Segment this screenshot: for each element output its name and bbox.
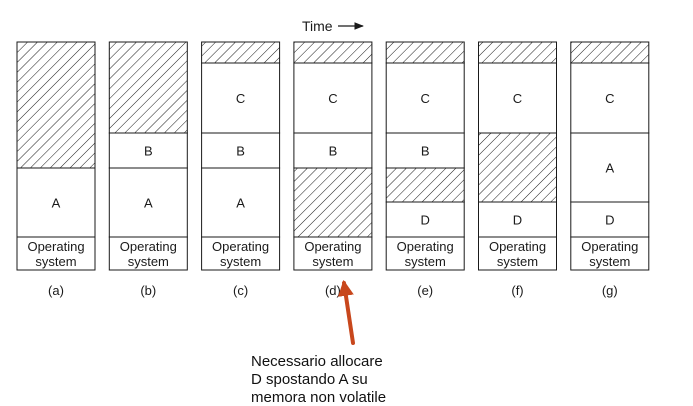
column-caption: (d) xyxy=(325,283,341,298)
os-label-line: system xyxy=(312,254,353,269)
free-hole xyxy=(293,167,373,238)
process-block xyxy=(385,62,465,134)
os-label-line: system xyxy=(220,254,261,269)
os-block xyxy=(201,236,281,271)
process-block xyxy=(385,201,465,238)
annotation-line-2: D spostando A su xyxy=(251,371,368,388)
process-label: A xyxy=(144,196,153,211)
os-label-line: Operating xyxy=(489,239,546,254)
process-label: C xyxy=(421,91,430,106)
column-caption: (b) xyxy=(140,283,156,298)
free-hole xyxy=(108,41,188,134)
os-label-line: system xyxy=(35,254,76,269)
column-caption: (g) xyxy=(602,283,618,298)
free-hole xyxy=(201,41,281,64)
free-hole xyxy=(385,41,465,64)
process-label: C xyxy=(605,91,614,106)
process-label: B xyxy=(144,144,153,159)
annotation-line-3: memora non volatile xyxy=(251,389,386,406)
column-caption: (a) xyxy=(48,283,64,298)
process-label: B xyxy=(421,144,430,159)
column-caption: (c) xyxy=(233,283,248,298)
os-block xyxy=(570,236,650,271)
column-caption: (e) xyxy=(417,283,433,298)
process-block xyxy=(293,132,373,169)
process-label: B xyxy=(329,144,338,159)
process-block xyxy=(570,201,650,238)
annotation-line-1: Necessario allocare xyxy=(251,353,383,370)
column-caption: (f) xyxy=(511,283,523,298)
process-label: D xyxy=(513,213,522,228)
free-hole xyxy=(478,41,557,64)
os-block xyxy=(478,236,557,271)
os-label-line: Operating xyxy=(304,239,361,254)
annotation: Necessario allocare D spostando A su mem… xyxy=(251,279,386,406)
process-label: D xyxy=(421,213,430,228)
process-block xyxy=(293,62,373,134)
os-label-line: Operating xyxy=(120,239,177,254)
free-hole xyxy=(293,41,373,64)
process-label: C xyxy=(328,91,337,106)
os-block xyxy=(385,236,465,271)
process-block xyxy=(385,132,465,169)
time-header: Time xyxy=(302,18,364,34)
os-label-line: Operating xyxy=(397,239,454,254)
process-label: C xyxy=(236,91,245,106)
os-label-line: Operating xyxy=(27,239,84,254)
process-label: B xyxy=(236,144,245,159)
pointer-arrow-icon xyxy=(337,279,355,345)
process-label: A xyxy=(52,196,61,211)
free-hole xyxy=(478,132,557,203)
os-label-line: system xyxy=(128,254,169,269)
process-block xyxy=(108,167,188,238)
os-label-line: system xyxy=(405,254,446,269)
memory-snapshots: AOperatingsystem(a)BAOperatingsystem(b)C… xyxy=(16,41,650,298)
os-block xyxy=(16,236,96,271)
os-block xyxy=(293,236,373,271)
process-label: D xyxy=(605,213,614,228)
free-hole xyxy=(16,41,96,169)
os-label-line: Operating xyxy=(212,239,269,254)
process-block xyxy=(201,167,281,238)
free-hole xyxy=(570,41,650,64)
os-label-line: system xyxy=(497,254,538,269)
process-block xyxy=(201,62,281,134)
process-label: A xyxy=(605,161,614,176)
process-block xyxy=(478,201,557,238)
free-hole xyxy=(385,167,465,203)
os-block xyxy=(108,236,188,271)
process-block xyxy=(201,132,281,169)
process-label: C xyxy=(513,91,522,106)
os-label-line: Operating xyxy=(581,239,638,254)
os-label-line: system xyxy=(589,254,630,269)
process-label: A xyxy=(236,196,245,211)
time-label: Time xyxy=(302,18,333,34)
